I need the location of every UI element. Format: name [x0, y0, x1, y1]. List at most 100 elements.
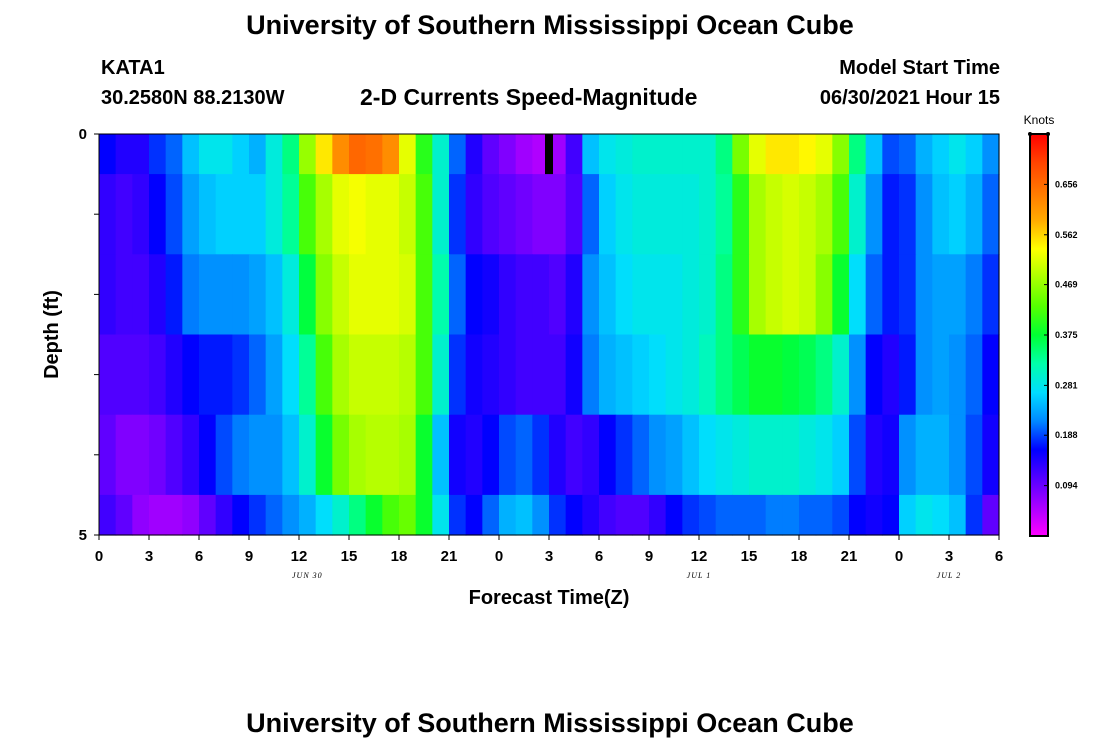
heat-cell — [165, 334, 183, 416]
heat-cell — [982, 254, 1000, 336]
heat-cell — [465, 254, 483, 336]
heat-cell — [632, 414, 650, 496]
heat-cell — [299, 174, 317, 255]
heat-cell — [249, 334, 267, 416]
heat-cell — [682, 334, 700, 416]
heat-cell — [665, 494, 683, 536]
x-tick-label: 18 — [791, 548, 808, 565]
heat-cell — [449, 494, 467, 536]
heat-cell — [665, 174, 683, 255]
heat-cell — [332, 334, 350, 416]
heat-cell — [215, 334, 233, 416]
heat-cell — [682, 494, 700, 536]
heat-cell — [649, 254, 667, 336]
heat-cell — [765, 134, 783, 175]
heat-cell — [215, 174, 233, 255]
heat-cell — [382, 174, 400, 255]
heat-cell — [432, 134, 450, 175]
heat-cell — [315, 494, 333, 536]
heat-cell — [915, 334, 933, 416]
x-tick-label: 21 — [841, 548, 858, 565]
heat-cell — [99, 134, 117, 175]
heat-cell — [182, 134, 200, 175]
heat-cell — [315, 414, 333, 496]
colorbar-tick-label: 0.656 — [1055, 179, 1078, 189]
heat-cell — [599, 134, 617, 175]
heat-cell — [732, 494, 750, 536]
heat-cell — [549, 254, 567, 336]
heat-cell — [499, 494, 517, 536]
heat-cell — [315, 334, 333, 416]
heat-cell — [482, 254, 500, 336]
heat-cell — [899, 334, 917, 416]
heat-cell — [232, 494, 250, 536]
heat-cell — [782, 134, 800, 175]
heat-cell — [399, 494, 417, 536]
heat-cell — [582, 254, 600, 336]
heat-cell — [615, 494, 633, 536]
colorbar-tick-label: 0.188 — [1055, 430, 1078, 440]
heat-cell — [399, 334, 417, 416]
heat-cell — [132, 174, 150, 255]
heat-cell — [199, 254, 217, 336]
heat-cell — [649, 414, 667, 496]
heat-cell — [299, 334, 317, 416]
heat-cell — [215, 134, 233, 175]
heat-cell — [649, 134, 667, 175]
heat-cell — [565, 334, 583, 416]
heat-cell — [782, 174, 800, 255]
heat-cell — [949, 134, 967, 175]
heat-cell — [782, 334, 800, 416]
model-start-value: 06/30/2021 Hour 15 — [819, 87, 1000, 109]
heat-cell — [315, 134, 333, 175]
colorbar-tick-label: 0.094 — [1055, 481, 1078, 491]
heat-cell — [465, 134, 483, 175]
heat-cell — [832, 494, 850, 536]
heat-cell — [165, 494, 183, 536]
heat-cell — [282, 254, 300, 336]
heat-cell — [665, 134, 683, 175]
heat-cell — [432, 414, 450, 496]
heat-cell — [149, 174, 167, 255]
heat-cell — [499, 134, 517, 175]
heat-cell — [699, 174, 717, 255]
x-tick-label: 6 — [595, 548, 603, 565]
heat-cell — [365, 134, 383, 175]
heat-cell — [549, 134, 567, 175]
heat-cell — [349, 494, 367, 536]
heat-cell — [315, 254, 333, 336]
x-axis-label: Forecast Time(Z) — [469, 587, 630, 609]
chart-subtitle: 2-D Currents Speed-Magnitude — [360, 84, 698, 110]
heat-cell — [765, 414, 783, 496]
heat-cell — [715, 134, 733, 175]
heat-cell — [182, 254, 200, 336]
heat-cell — [199, 494, 217, 536]
heat-cell — [482, 494, 500, 536]
x-tick-label: 6 — [995, 548, 1003, 565]
colorbar-title: Knots — [1024, 113, 1055, 127]
heat-cell — [799, 414, 817, 496]
heat-cell — [149, 334, 167, 416]
heat-cell — [732, 134, 750, 175]
heat-cell — [199, 414, 217, 496]
heat-cell — [982, 414, 1000, 496]
heat-cell — [415, 334, 433, 416]
heat-cell — [515, 414, 533, 496]
heat-cell — [182, 174, 200, 255]
heat-cell — [232, 254, 250, 336]
heat-cell — [815, 334, 833, 416]
heat-cell — [265, 254, 283, 336]
heat-cell — [565, 174, 583, 255]
heat-cell — [649, 174, 667, 255]
heat-cell — [465, 334, 483, 416]
heat-cell — [449, 174, 467, 255]
heat-cell — [265, 134, 283, 175]
heat-cell — [332, 254, 350, 336]
heat-cell — [582, 174, 600, 255]
heat-cell — [382, 414, 400, 496]
heat-cell — [282, 174, 300, 255]
heat-cell — [482, 414, 500, 496]
heat-cell — [915, 134, 933, 175]
colorbar-tick-label: 0.562 — [1055, 230, 1078, 240]
heat-cell — [582, 334, 600, 416]
